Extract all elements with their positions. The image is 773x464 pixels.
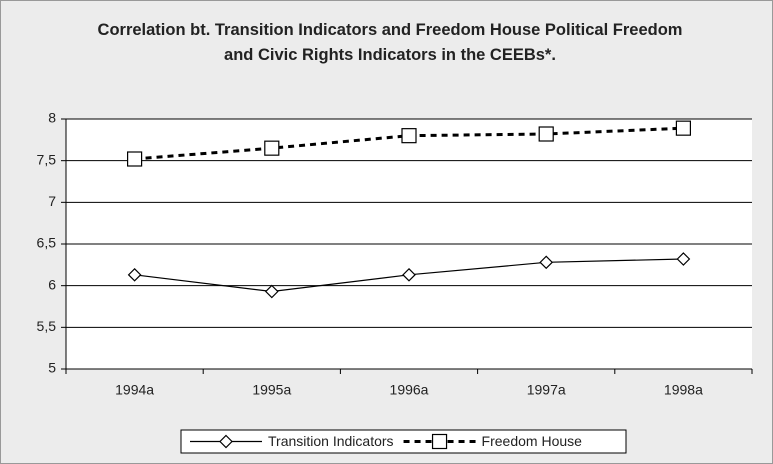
data-point [264, 284, 279, 299]
x-tick-label: 1997a [527, 382, 566, 398]
data-point [675, 120, 692, 136]
data-point [402, 267, 416, 282]
legend-marker [431, 433, 448, 450]
data-point [538, 126, 554, 142]
legend-box [180, 429, 627, 454]
x-tick-label: 1996a [390, 382, 429, 398]
chart-title: Correlation bt. Transition Indicators an… [97, 21, 683, 64]
y-tick-label: 7 [48, 193, 56, 209]
y-tick-label: 8 [48, 110, 56, 126]
data-point [126, 151, 143, 167]
y-tick-label: 5 [48, 360, 56, 376]
legend-marker [219, 434, 233, 449]
data-point [127, 267, 142, 282]
y-tick-label: 6,5 [37, 235, 57, 251]
data-point [539, 255, 554, 270]
legend-label: Transition Indicators [268, 433, 394, 449]
data-point [401, 128, 417, 144]
x-tick-label: 1998a [664, 382, 703, 398]
data-point [264, 140, 280, 156]
legend-label: Freedom House [482, 433, 583, 449]
y-tick-label: 7,5 [37, 151, 57, 167]
y-tick-label: 6 [48, 276, 56, 292]
x-tick-label: 1995a [252, 382, 291, 398]
x-tick-label: 1994a [115, 382, 154, 398]
data-point [676, 252, 691, 266]
y-tick-label: 5,5 [37, 318, 57, 334]
